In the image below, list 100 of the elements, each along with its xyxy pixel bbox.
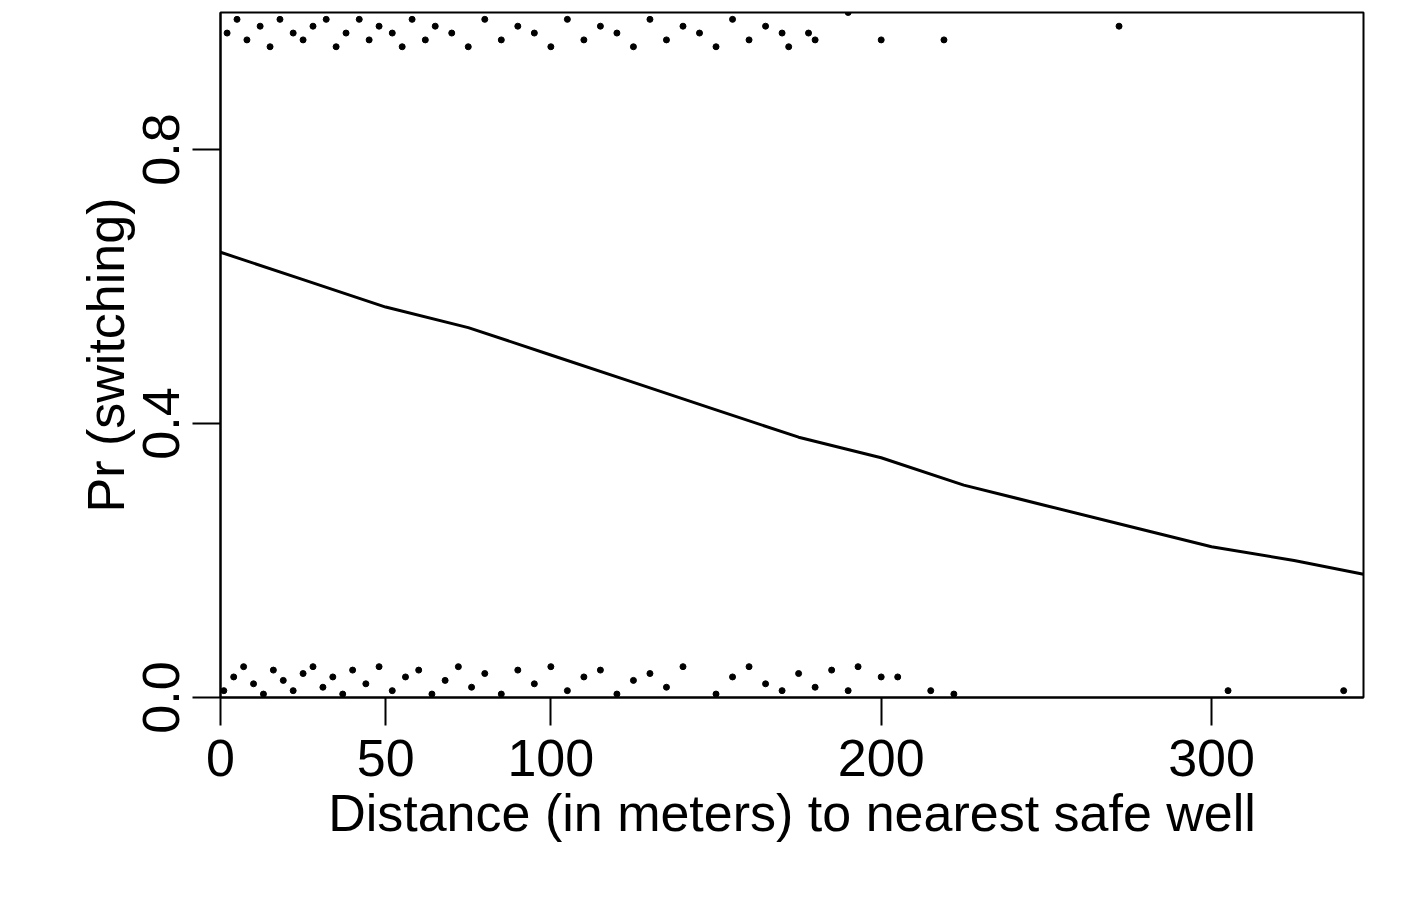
- point: [795, 670, 803, 678]
- point: [481, 670, 489, 678]
- point: [375, 22, 383, 30]
- point: [547, 43, 555, 51]
- point: [230, 673, 238, 681]
- point: [243, 36, 251, 44]
- point: [223, 29, 231, 37]
- point: [1340, 687, 1348, 695]
- point: [428, 690, 436, 698]
- point: [250, 680, 258, 688]
- point: [441, 676, 449, 684]
- point: [563, 687, 571, 695]
- point: [596, 666, 604, 674]
- point: [877, 673, 885, 681]
- point: [811, 683, 819, 691]
- point: [729, 15, 737, 23]
- point: [950, 690, 958, 698]
- point: [401, 673, 409, 681]
- point: [646, 15, 654, 23]
- point: [342, 29, 350, 37]
- point: [514, 22, 522, 30]
- point: [596, 22, 604, 30]
- point: [745, 36, 753, 44]
- point: [729, 673, 737, 681]
- point: [269, 666, 277, 674]
- point: [762, 22, 770, 30]
- point: [322, 15, 330, 23]
- point: [580, 673, 588, 681]
- point: [613, 690, 621, 698]
- point: [289, 29, 297, 37]
- point: [266, 43, 274, 51]
- point: [877, 36, 885, 44]
- y-tick-label: 0.0: [131, 661, 190, 734]
- point: [940, 36, 948, 44]
- point: [1115, 22, 1123, 30]
- x-tick-label: 0: [206, 728, 235, 787]
- point: [355, 15, 363, 23]
- point: [785, 43, 793, 51]
- point: [421, 36, 429, 44]
- point: [256, 22, 264, 30]
- point: [464, 43, 472, 51]
- point: [448, 29, 456, 37]
- point: [646, 670, 654, 678]
- point: [398, 43, 406, 51]
- y-tick-label: 0.8: [131, 113, 190, 186]
- point: [289, 687, 297, 695]
- point: [309, 663, 317, 671]
- point: [530, 29, 538, 37]
- point: [1224, 687, 1232, 695]
- point: [454, 663, 462, 671]
- point: [431, 22, 439, 30]
- point: [530, 680, 538, 688]
- point: [388, 29, 396, 37]
- point: [762, 680, 770, 688]
- point: [696, 29, 703, 37]
- point: [547, 663, 555, 671]
- y-axis-title: Pr (switching): [76, 197, 135, 513]
- point: [339, 690, 347, 698]
- point: [497, 690, 505, 698]
- point: [844, 687, 852, 695]
- point: [497, 36, 505, 44]
- point: [388, 687, 396, 695]
- point: [329, 673, 337, 681]
- point: [319, 683, 327, 691]
- point: [415, 666, 423, 674]
- point: [299, 670, 307, 678]
- point: [240, 663, 248, 671]
- point: [927, 687, 935, 695]
- point: [514, 666, 522, 674]
- point: [629, 43, 637, 51]
- point: [894, 673, 902, 681]
- point: [362, 680, 370, 688]
- point: [662, 36, 670, 44]
- point: [828, 666, 836, 674]
- point: [805, 29, 813, 37]
- point: [854, 663, 862, 671]
- point: [309, 22, 317, 30]
- point: [259, 690, 267, 698]
- point: [580, 36, 588, 44]
- point: [778, 687, 786, 695]
- point: [332, 43, 340, 51]
- point: [811, 36, 819, 44]
- point: [745, 663, 753, 671]
- point: [408, 15, 416, 23]
- point: [679, 663, 687, 671]
- point: [375, 663, 383, 671]
- point: [365, 36, 373, 44]
- point: [629, 676, 637, 684]
- point: [276, 15, 284, 23]
- point: [233, 15, 241, 23]
- point: [481, 15, 489, 23]
- point: [679, 22, 687, 30]
- point: [712, 43, 720, 51]
- point: [299, 36, 307, 44]
- point: [468, 683, 476, 691]
- point: [279, 676, 287, 684]
- point: [712, 690, 720, 698]
- point: [778, 29, 786, 37]
- point: [662, 683, 670, 691]
- point: [349, 666, 357, 674]
